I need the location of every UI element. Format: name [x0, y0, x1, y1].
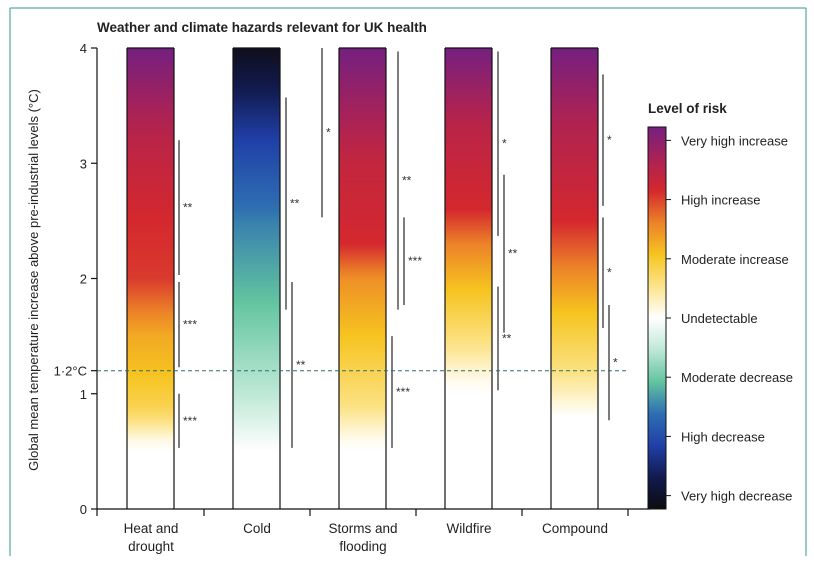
y-axis-label: Global mean temperature increase above p… [26, 89, 41, 471]
y-tick-label: 3 [80, 156, 87, 171]
hazard-bar-1 [233, 48, 280, 509]
legend-level-label: Moderate increase [681, 252, 789, 267]
category-label: Compound [542, 521, 608, 536]
confidence-range-label: *** [183, 414, 197, 428]
legend-title: Level of risk [648, 101, 727, 116]
confidence-range-label: ** [290, 197, 300, 211]
confidence-ranges: ***************************** [178, 48, 618, 448]
hazard-bars [126, 47, 599, 509]
legend-level-label: Very high increase [681, 133, 788, 148]
confidence-range-label: * [613, 356, 618, 370]
confidence-range-label: *** [408, 254, 422, 268]
hazard-bar-0 [127, 48, 174, 509]
y-tick-label: 1 [80, 387, 87, 402]
hazard-bar-3 [445, 48, 492, 509]
confidence-range-label: * [607, 266, 612, 280]
legend-level-label: High decrease [681, 429, 765, 444]
confidence-range-label: ** [508, 247, 518, 261]
category-label: Heat and [124, 521, 179, 536]
reference-line-label: 1·2°C [54, 364, 87, 379]
category-label: Storms and [328, 521, 397, 536]
category-label-line2: flooding [339, 539, 386, 554]
legend-colorbar [647, 126, 667, 510]
category-label: Cold [243, 521, 271, 536]
risk-legend: Level of risk Very high increase High incr… [647, 101, 793, 510]
confidence-range-label: *** [183, 318, 197, 332]
y-tick-label: 4 [80, 41, 87, 56]
category-label: Wildfire [446, 521, 491, 536]
legend-level-label: Very high decrease [681, 489, 792, 504]
chart-title: Weather and climate hazards relevant for… [97, 20, 427, 35]
reference-line-group: 1·2°C [54, 364, 628, 379]
confidence-range-label: * [607, 133, 612, 147]
hazard-bar-2 [339, 48, 386, 509]
hazard-bar-4 [551, 48, 598, 509]
y-tick-label: 2 [80, 272, 87, 287]
axes: 0 1 2 3 4 Heat and drought Cold Storms and floodi… [80, 41, 650, 554]
confidence-range-label: ** [402, 174, 412, 188]
confidence-range-label: ** [183, 201, 193, 215]
confidence-range-label: * [502, 137, 507, 151]
y-tick-label: 0 [80, 502, 87, 517]
legend-level-label: High increase [681, 193, 761, 208]
confidence-range-label: ** [296, 358, 306, 372]
confidence-range-label: * [326, 126, 331, 140]
confidence-range-label: ** [502, 331, 512, 345]
category-label-line2: drought [128, 539, 174, 554]
confidence-range-label: *** [396, 385, 410, 399]
legend-level-label: Undetectable [681, 311, 758, 326]
legend-level-label: Moderate decrease [681, 370, 793, 385]
